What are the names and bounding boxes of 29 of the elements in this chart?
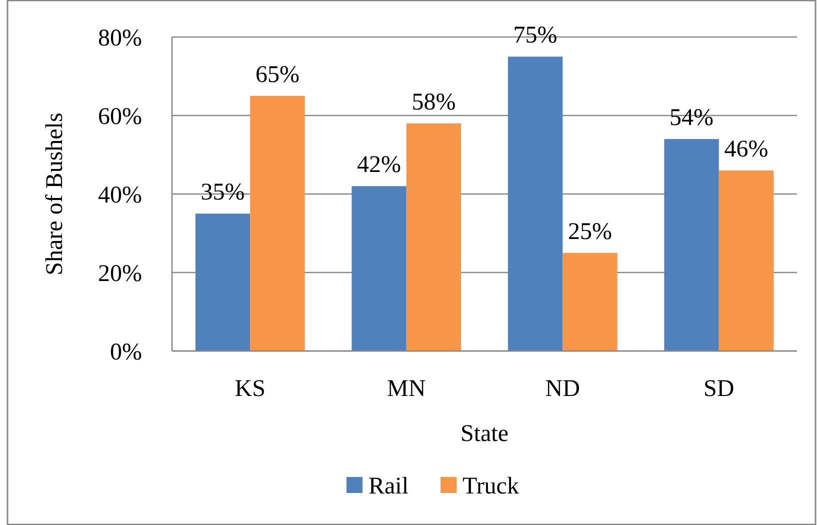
y-tick-label: 40%: [98, 182, 142, 208]
y-tick-label: 0%: [110, 339, 142, 366]
bar: [195, 214, 250, 351]
data-label: 35%: [200, 180, 245, 206]
bar: [406, 123, 462, 351]
data-label: 42%: [357, 152, 402, 178]
y-tick-label: 20%: [98, 260, 142, 287]
x-tick-label: KS: [234, 376, 266, 402]
bar: [718, 170, 774, 351]
y-axis-title: Share of Bushels: [42, 112, 68, 276]
data-label: 75%: [513, 22, 558, 49]
data-label: 46%: [724, 136, 768, 162]
data-label: 58%: [412, 89, 456, 116]
y-tick-label: 80%: [98, 25, 142, 52]
data-label: 54%: [670, 105, 714, 132]
data-label: 25%: [568, 218, 612, 245]
x-tick-label: SD: [704, 376, 734, 402]
bar: [562, 252, 618, 351]
x-tick-label: ND: [545, 376, 580, 402]
bar: [664, 139, 719, 351]
legend-label: Rail: [368, 473, 409, 500]
x-axis-title: State: [460, 421, 508, 447]
data-label: 65%: [255, 62, 300, 88]
y-tick-label: 60%: [98, 104, 142, 130]
x-tick-label: MN: [387, 376, 426, 402]
legend-label: Truck: [462, 473, 519, 500]
bar: [250, 96, 305, 351]
bar: [508, 56, 563, 351]
bar: [352, 186, 406, 351]
